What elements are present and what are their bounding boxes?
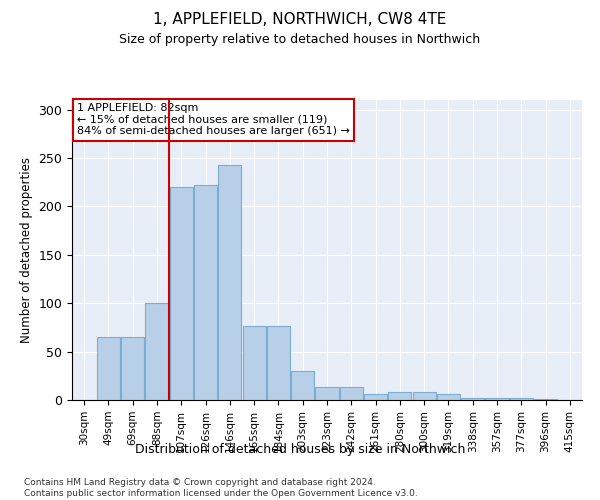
Bar [437,394,460,400]
Bar [267,326,290,400]
Bar [413,392,436,400]
Bar [194,185,217,400]
Text: Size of property relative to detached houses in Northwich: Size of property relative to detached ho… [119,32,481,46]
Bar [121,337,144,400]
Bar [364,394,387,400]
Bar [242,326,266,400]
Bar [461,398,484,400]
Bar [388,392,412,400]
Text: Distribution of detached houses by size in Northwich: Distribution of detached houses by size … [135,442,465,456]
Bar [170,187,193,400]
Bar [316,388,338,400]
Bar [291,371,314,400]
Text: 1, APPLEFIELD, NORTHWICH, CW8 4TE: 1, APPLEFIELD, NORTHWICH, CW8 4TE [154,12,446,28]
Y-axis label: Number of detached properties: Number of detached properties [20,157,33,343]
Text: Contains HM Land Registry data © Crown copyright and database right 2024.
Contai: Contains HM Land Registry data © Crown c… [24,478,418,498]
Bar [145,303,169,400]
Bar [510,398,533,400]
Bar [534,399,557,400]
Bar [97,337,120,400]
Text: 1 APPLEFIELD: 82sqm
← 15% of detached houses are smaller (119)
84% of semi-detac: 1 APPLEFIELD: 82sqm ← 15% of detached ho… [77,103,350,136]
Bar [340,388,363,400]
Bar [218,165,241,400]
Bar [485,398,509,400]
